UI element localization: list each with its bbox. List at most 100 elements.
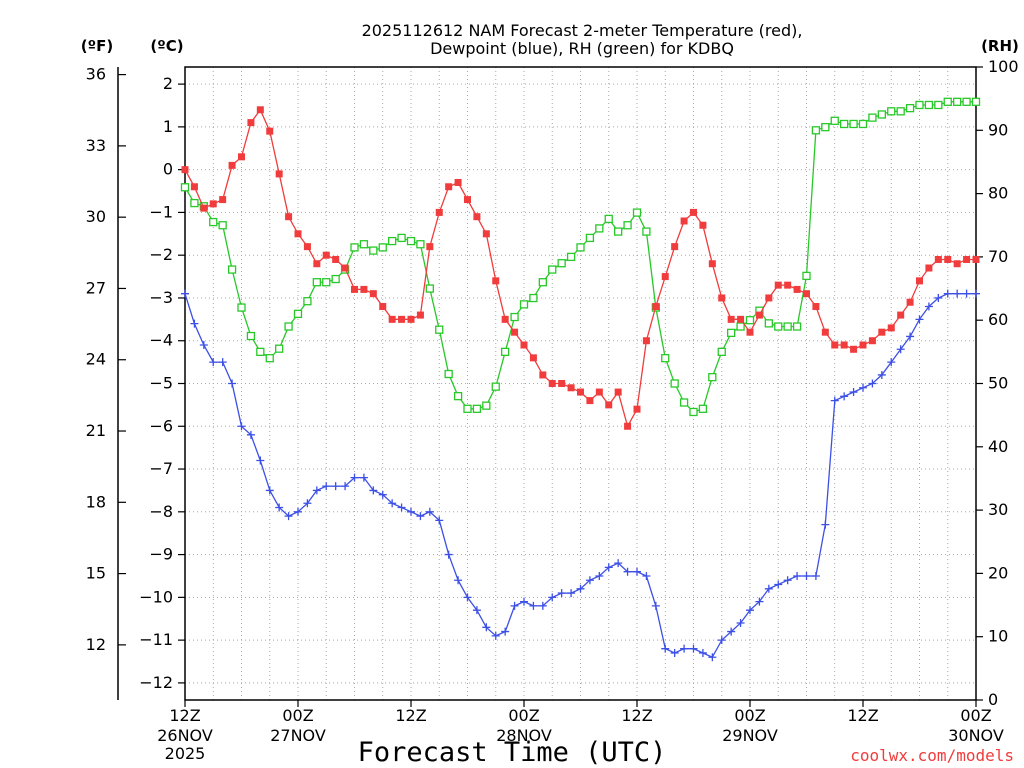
temperature-point — [840, 341, 848, 349]
dewpoint-point — [256, 456, 265, 465]
dewpoint-point — [698, 648, 707, 657]
dewpoint-point — [783, 576, 792, 585]
dewpoint-point — [454, 576, 463, 585]
rh-tick-label: 70 — [988, 247, 1008, 266]
temperature-point — [351, 285, 358, 293]
dewpoint-point — [680, 644, 689, 653]
rh-point — [529, 293, 538, 303]
time-tick-label-mid: 28NOV — [496, 726, 552, 745]
rh-point — [811, 126, 821, 135]
dewpoint-point — [604, 563, 613, 572]
dewpoint-point — [962, 289, 971, 298]
rh-point — [585, 233, 595, 243]
rh-point — [378, 243, 387, 252]
temperature-point — [803, 290, 810, 298]
rh-point — [905, 103, 915, 113]
rh-point — [595, 224, 604, 233]
temperature-point — [275, 170, 283, 178]
rh-point — [924, 100, 934, 110]
rh-point — [971, 97, 981, 106]
rh-point — [717, 347, 726, 357]
dewpoint-point — [350, 473, 359, 482]
dewpoint-point — [614, 559, 623, 568]
dewpoint-point — [557, 589, 566, 598]
dewpoint-point — [190, 319, 199, 328]
temperature-point — [520, 341, 528, 349]
rh-point — [953, 97, 962, 106]
rh-point — [209, 217, 218, 227]
dewpoint-point — [802, 571, 811, 580]
rh-point — [482, 401, 491, 410]
celsius-axis: 2 1 0 −1 −2 −3 −4 −5 −6 −7 −8 −9 −10 −11 −12 — [139, 74, 185, 692]
temperature-point — [388, 315, 396, 323]
rh-point — [406, 236, 416, 246]
rh-point — [548, 265, 557, 274]
temperature-point — [859, 341, 867, 349]
rh-tick-label: 30 — [988, 500, 1008, 519]
temperature-point — [407, 315, 415, 323]
temperature-line — [184, 108, 976, 429]
celsius-tick-label: −5 — [149, 374, 173, 393]
temperature-point — [671, 243, 679, 251]
temperature-point — [379, 303, 387, 311]
temperature-point — [624, 422, 632, 430]
dewpoint-point — [322, 482, 331, 491]
time-tick-label-top: 00Z — [508, 706, 539, 725]
rh-tick-label: 100 — [988, 57, 1019, 76]
temperature-point — [181, 166, 189, 174]
dewpoint-point — [934, 293, 943, 302]
temperature-point — [313, 260, 321, 268]
temperature-point — [294, 230, 302, 238]
temperature-point — [360, 285, 368, 293]
rh-point — [689, 407, 698, 417]
temperature-point — [464, 196, 471, 204]
time-tick-label-mid: 26NOV — [157, 726, 213, 745]
temperature-point — [821, 328, 829, 336]
celsius-tick-label: −10 — [139, 587, 173, 606]
rh-point — [858, 119, 868, 129]
rh-point — [425, 284, 434, 293]
dewpoint-point — [228, 379, 237, 388]
temperature-point — [482, 230, 490, 238]
time-tick-label-top: 12Z — [169, 706, 200, 725]
dewpoint-point — [303, 499, 312, 508]
rh-point — [435, 325, 444, 334]
rh-point — [416, 240, 425, 249]
dewpoint-point — [793, 571, 802, 580]
temperature-point — [708, 260, 716, 268]
temperature-point — [322, 251, 330, 259]
fahrenheit-tick-label: 36 — [86, 65, 106, 84]
dewpoint-point — [265, 486, 274, 495]
temperature-point — [567, 384, 575, 392]
dewpoint-point — [717, 636, 726, 645]
temperature-point — [963, 255, 971, 263]
dewpoint-point — [877, 370, 886, 379]
rh-point — [887, 107, 896, 116]
rh-point — [943, 97, 952, 106]
temperature-point — [690, 208, 697, 216]
rh-point — [246, 331, 256, 341]
rh-point — [849, 119, 858, 129]
rh-point — [359, 240, 369, 249]
temperature-point — [718, 294, 726, 302]
dewpoint-point — [585, 576, 594, 585]
temperature-point — [341, 264, 349, 272]
rh-point — [708, 373, 717, 382]
time-tick-label-top: 12Z — [395, 706, 426, 725]
dewpoint-point — [501, 627, 510, 636]
temperature-point — [435, 208, 443, 216]
rh-point — [670, 379, 679, 388]
temperature-point — [934, 255, 942, 263]
temperature-point — [416, 311, 424, 319]
dewpoint-point — [811, 571, 820, 580]
dewpoint-point — [821, 520, 830, 529]
rh-point — [510, 312, 519, 322]
rh-point — [566, 252, 576, 262]
rh-point — [444, 369, 453, 379]
series-layer — [180, 97, 981, 662]
celsius-tick-label: 0 — [163, 160, 173, 179]
dewpoint-point — [378, 490, 387, 499]
temperature-point — [398, 315, 406, 323]
temperature-point — [219, 196, 227, 204]
